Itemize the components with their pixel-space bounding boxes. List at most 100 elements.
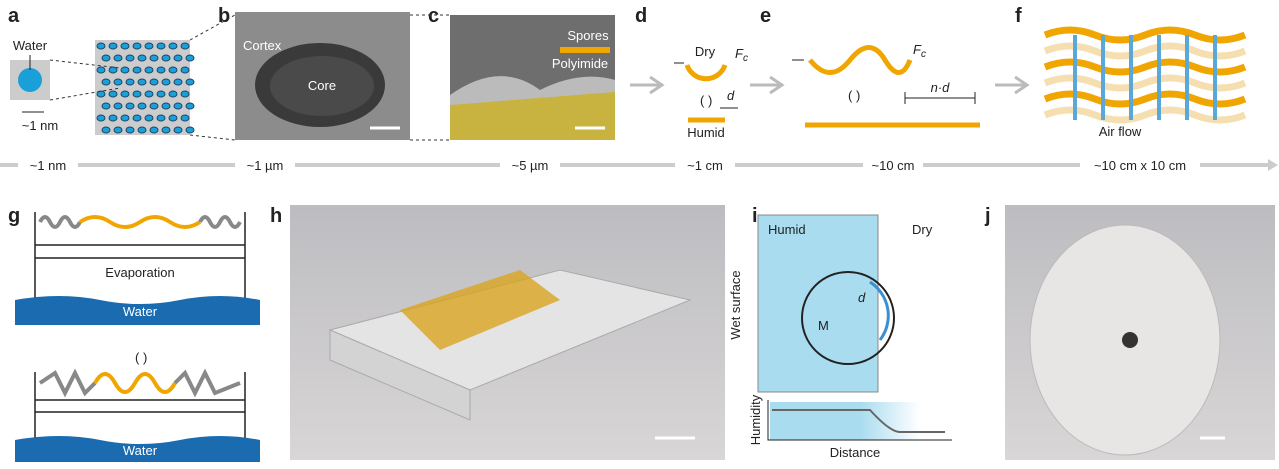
label: Dry bbox=[695, 44, 716, 59]
svg-text:( ): ( ) bbox=[135, 350, 147, 365]
cell bbox=[121, 43, 129, 49]
label: d bbox=[858, 290, 866, 305]
panel-i: Humid Dry d M Wet surface Humidity Dista… bbox=[728, 215, 952, 460]
cell bbox=[181, 43, 189, 49]
cell bbox=[97, 115, 105, 121]
cell bbox=[97, 43, 105, 49]
length-scale: ~1 nm~1 µm~5 µm~1 cm~10 cm~10 cm x 10 cm bbox=[0, 156, 1278, 174]
cell bbox=[174, 127, 182, 133]
panel-c: Spores Polyimide bbox=[450, 15, 615, 140]
cell bbox=[126, 103, 134, 109]
cell bbox=[102, 103, 110, 109]
label: Fc bbox=[735, 46, 748, 64]
label: Water bbox=[13, 38, 48, 53]
cell bbox=[121, 115, 129, 121]
panel-g: Evaporation Water ( ) Water bbox=[15, 212, 260, 462]
cell bbox=[169, 115, 177, 121]
cell bbox=[162, 103, 170, 109]
cell bbox=[126, 55, 134, 61]
cell bbox=[150, 79, 158, 85]
cell bbox=[133, 115, 141, 121]
cell bbox=[145, 115, 153, 121]
panel-label: j bbox=[984, 205, 991, 227]
cell bbox=[186, 79, 194, 85]
label: Air flow bbox=[1099, 124, 1142, 139]
cell bbox=[162, 127, 170, 133]
panel-label: i bbox=[752, 205, 758, 227]
cell bbox=[174, 55, 182, 61]
cell bbox=[186, 55, 194, 61]
cell bbox=[169, 43, 177, 49]
cell bbox=[138, 103, 146, 109]
cell bbox=[114, 55, 122, 61]
label: Wet surface bbox=[728, 270, 743, 339]
panel-label: a bbox=[8, 5, 20, 27]
cell bbox=[157, 67, 165, 73]
cell bbox=[138, 127, 146, 133]
label: n·d bbox=[931, 80, 951, 95]
panel-label: g bbox=[8, 205, 20, 227]
cell bbox=[97, 67, 105, 73]
cell bbox=[181, 115, 189, 121]
label: ~1 nm bbox=[22, 118, 59, 133]
cell bbox=[102, 55, 110, 61]
scale-label: ~1 µm bbox=[247, 158, 284, 173]
cell bbox=[186, 103, 194, 109]
cell bbox=[114, 79, 122, 85]
cell bbox=[133, 67, 141, 73]
cell bbox=[169, 91, 177, 97]
label: Distance bbox=[830, 445, 881, 460]
cell bbox=[181, 67, 189, 73]
label: Humid bbox=[768, 222, 806, 237]
label: Humidity bbox=[748, 394, 763, 445]
panel-label: f bbox=[1015, 5, 1022, 27]
panel-e: Fc ( ) n·d bbox=[792, 42, 980, 125]
cell bbox=[157, 115, 165, 121]
label: Water bbox=[123, 304, 158, 319]
panel-h bbox=[290, 205, 725, 460]
svg-text:( ): ( ) bbox=[848, 88, 860, 103]
cell bbox=[169, 67, 177, 73]
cell bbox=[150, 55, 158, 61]
panel-f: Air flow bbox=[1045, 30, 1245, 139]
arrows bbox=[630, 77, 1027, 93]
cell bbox=[133, 43, 141, 49]
cell bbox=[102, 127, 110, 133]
panel-label: c bbox=[428, 5, 439, 27]
cell bbox=[121, 67, 129, 73]
label: Evaporation bbox=[105, 265, 174, 280]
panel-a: Water ~1 nm bbox=[10, 15, 235, 140]
cell bbox=[174, 79, 182, 85]
cell bbox=[162, 79, 170, 85]
scale-label: ~1 nm bbox=[30, 158, 67, 173]
cell bbox=[145, 67, 153, 73]
cell bbox=[150, 103, 158, 109]
cell bbox=[157, 91, 165, 97]
label: Cortex bbox=[243, 38, 282, 53]
svg-text:( ): ( ) bbox=[700, 93, 712, 108]
cell bbox=[138, 55, 146, 61]
cell bbox=[145, 91, 153, 97]
label: Dry bbox=[912, 222, 933, 237]
panel-j bbox=[1005, 205, 1275, 460]
label: Spores bbox=[567, 28, 609, 43]
cell bbox=[102, 79, 110, 85]
label: M bbox=[818, 318, 829, 333]
scale-label: ~1 cm bbox=[687, 158, 723, 173]
cell bbox=[109, 43, 117, 49]
label: Water bbox=[123, 443, 158, 458]
panel-d: Dry Fc ( ) d Humid bbox=[674, 44, 748, 140]
cell bbox=[133, 91, 141, 97]
scale-label: ~5 µm bbox=[512, 158, 549, 173]
scale-label: ~10 cm bbox=[872, 158, 915, 173]
cell bbox=[126, 127, 134, 133]
label: d bbox=[727, 88, 735, 103]
cell bbox=[157, 43, 165, 49]
cell bbox=[150, 127, 158, 133]
panel-label: e bbox=[760, 5, 771, 27]
cell bbox=[121, 91, 129, 97]
label: Humid bbox=[687, 125, 725, 140]
cell bbox=[145, 43, 153, 49]
panel-label: d bbox=[635, 5, 647, 27]
cell bbox=[174, 103, 182, 109]
